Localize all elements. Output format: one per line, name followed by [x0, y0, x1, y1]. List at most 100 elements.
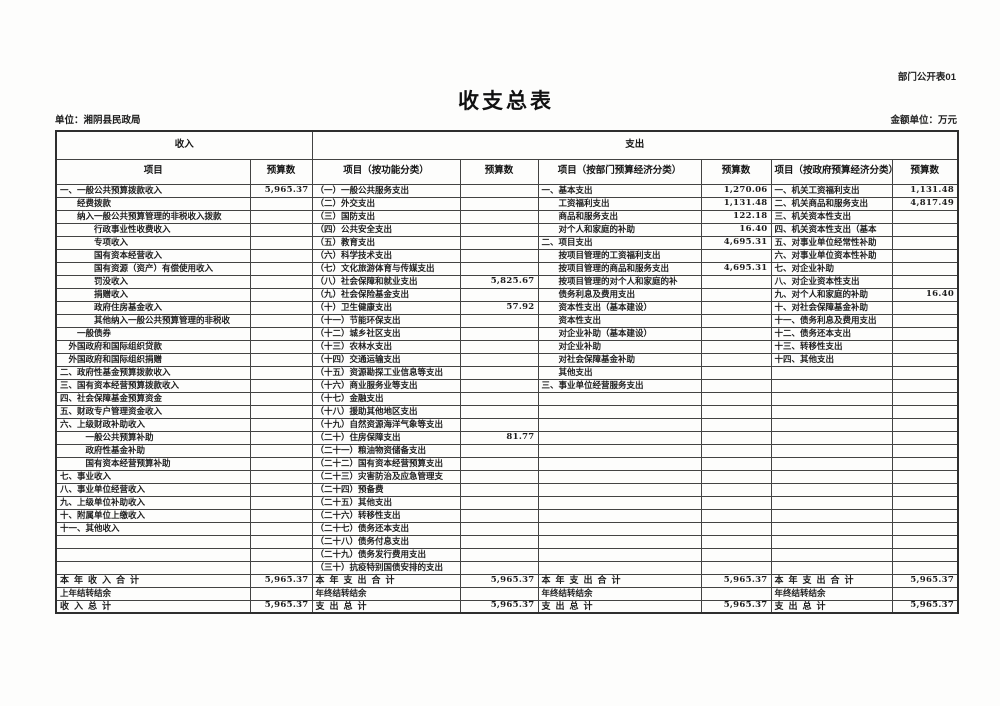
- table-row: 捐赠收入 （九）社会保险基金支出 债务利息及费用支出 九、对个人和家庭的补助 16.4…: [55, 287, 959, 302]
- item-cell: 二、项目支出: [537, 235, 702, 250]
- table-row: 政府住房基金收入 （十）卫生健康支出 57.92 资本性支出（基本建设） 十、对社会保…: [55, 300, 959, 315]
- item-cell: （五）教育支出: [311, 235, 461, 250]
- amount-cell: [459, 417, 539, 432]
- item-cell: [537, 430, 702, 445]
- item-cell: 工资福利支出: [537, 196, 702, 211]
- item-cell: [770, 521, 893, 536]
- item-cell: 资本性支出（基本建设）: [537, 300, 702, 315]
- amount-cell: [459, 456, 539, 471]
- amount-cell: [249, 287, 313, 302]
- item-cell: 三、机关资本性支出: [770, 209, 893, 224]
- amount-cell: [249, 261, 313, 276]
- item-cell: 国有资本经营收入: [55, 248, 251, 263]
- table-row: 国有资本经营收入 （六）科学技术支出 按项目管理的工资福利支出 六、对事业单位资本性…: [55, 248, 959, 263]
- table-row: 收入总计 5,965.37 支出总计 5,965.37 支出总计 5,965.37 支出总计…: [55, 599, 959, 614]
- amount-cell: [459, 508, 539, 523]
- item-cell: [537, 521, 702, 536]
- amount-cell: [700, 430, 772, 445]
- amount-cell: [891, 222, 959, 237]
- col-header-gov-econ-budget: 预算数: [891, 158, 959, 185]
- amount-cell: [891, 313, 959, 328]
- item-cell: 按项目管理的商品和服务支出: [537, 261, 702, 276]
- amount-cell: 5,965.37: [700, 599, 772, 614]
- table-row: 二、政府性基金预算拨款收入 （十五）资源勘探工业信息等支出 其他支出: [55, 365, 959, 380]
- item-cell: 一、一般公共预算拨款收入: [55, 183, 251, 198]
- item-cell: [537, 443, 702, 458]
- item-cell: （十六）商业服务业等支出: [311, 378, 461, 393]
- amount-cell: [249, 365, 313, 380]
- item-cell: 二、政府性基金预算拨款收入: [55, 365, 251, 380]
- table-row: 外国政府和国际组织捐赠 （十四）交通运输支出 对社会保障基金补助 十四、其他支出: [55, 352, 959, 367]
- item-cell: 本年支出合计: [537, 573, 702, 588]
- amount-cell: [459, 261, 539, 276]
- item-cell: （二十一）粮油物资储备支出: [311, 443, 461, 458]
- table-row: 经费拨款 （二）外交支出 工资福利支出 1,131.48 二、机关商品和服务支出 4,8…: [55, 196, 959, 211]
- table-row: 五、财政专户管理资金收入 （十八）援助其他地区支出: [55, 404, 959, 419]
- item-cell: 外国政府和国际组织贷款: [55, 339, 251, 354]
- item-cell: [770, 443, 893, 458]
- amount-cell: [459, 196, 539, 211]
- item-cell: （一）一般公共服务支出: [311, 183, 461, 198]
- item-cell: 十一、其他收入: [55, 521, 251, 536]
- amount-cell: [249, 196, 313, 211]
- amount-cell: 5,965.37: [700, 573, 772, 588]
- item-cell: 本年收入合计: [55, 573, 251, 588]
- item-cell: [537, 391, 702, 406]
- item-cell: 七、对企业补助: [770, 261, 893, 276]
- item-cell: [537, 547, 702, 562]
- item-cell: （十八）援助其他地区支出: [311, 404, 461, 419]
- amount-cell: [459, 534, 539, 549]
- amount-cell: [891, 209, 959, 224]
- table-row: 国有资本经营预算补助 （二十二）国有资本经营预算支出: [55, 456, 959, 471]
- item-cell: （十五）资源勘探工业信息等支出: [311, 365, 461, 380]
- item-cell: [770, 508, 893, 523]
- amount-cell: 5,965.37: [459, 573, 539, 588]
- item-cell: （七）文化旅游体育与传媒支出: [311, 261, 461, 276]
- amount-cell: [459, 378, 539, 393]
- item-cell: 捐赠收入: [55, 287, 251, 302]
- item-cell: 十一、债务利息及费用支出: [770, 313, 893, 328]
- item-cell: （二十八）债务付息支出: [311, 534, 461, 549]
- amount-cell: [891, 261, 959, 276]
- amount-cell: [249, 443, 313, 458]
- table-row: 政府性基金补助 （二十一）粮油物资储备支出: [55, 443, 959, 458]
- item-cell: 二、机关商品和服务支出: [770, 196, 893, 211]
- amount-cell: [459, 313, 539, 328]
- amount-cell: [249, 521, 313, 536]
- item-cell: 十、附属单位上缴收入: [55, 508, 251, 523]
- item-cell: 政府性基金补助: [55, 443, 251, 458]
- item-cell: 资本性支出: [537, 313, 702, 328]
- amount-cell: [891, 430, 959, 445]
- amount-cell: [249, 326, 313, 341]
- item-cell: 经费拨款: [55, 196, 251, 211]
- amount-cell: 5,965.37: [891, 573, 959, 588]
- table-row: 专项收入 （五）教育支出 二、项目支出 4,695.31 五、对事业单位经常性补助: [55, 235, 959, 250]
- item-cell: 十三、转移性支出: [770, 339, 893, 354]
- amount-cell: [249, 417, 313, 432]
- amount-cell: 5,965.37: [459, 599, 539, 614]
- amount-cell: 5,965.37: [891, 599, 959, 614]
- table-row: 七、事业收入 （二十三）灾害防治及应急管理支: [55, 469, 959, 484]
- col-header-gov-econ-item: 项目（按政府预算经济分类）: [770, 158, 893, 185]
- item-cell: 支出总计: [311, 599, 461, 614]
- table-row: （三十）抗疫特别国债安排的支出: [55, 560, 959, 575]
- item-cell: 纳入一般公共预算管理的非税收入拨款: [55, 209, 251, 224]
- amount-cell: [459, 560, 539, 575]
- table-row: （二十八）债务付息支出: [55, 534, 959, 549]
- item-cell: [770, 482, 893, 497]
- amount-cell: [249, 456, 313, 471]
- item-cell: [537, 469, 702, 484]
- item-cell: （十二）城乡社区支出: [311, 326, 461, 341]
- col-header-dept-econ-item: 项目（按部门预算经济分类）: [537, 158, 702, 185]
- amount-cell: [700, 456, 772, 471]
- amount-cell: [459, 547, 539, 562]
- item-cell: （二十二）国有资本经营预算支出: [311, 456, 461, 471]
- item-cell: 行政事业性收费收入: [55, 222, 251, 237]
- amount-cell: [700, 482, 772, 497]
- amount-cell: [700, 521, 772, 536]
- col-header-functional-item: 项目（按功能分类）: [311, 158, 461, 185]
- item-cell: 一、基本支出: [537, 183, 702, 198]
- item-cell: 年终结转结余: [537, 586, 702, 601]
- amount-cell: [249, 248, 313, 263]
- col-header-functional-budget: 预算数: [459, 158, 539, 185]
